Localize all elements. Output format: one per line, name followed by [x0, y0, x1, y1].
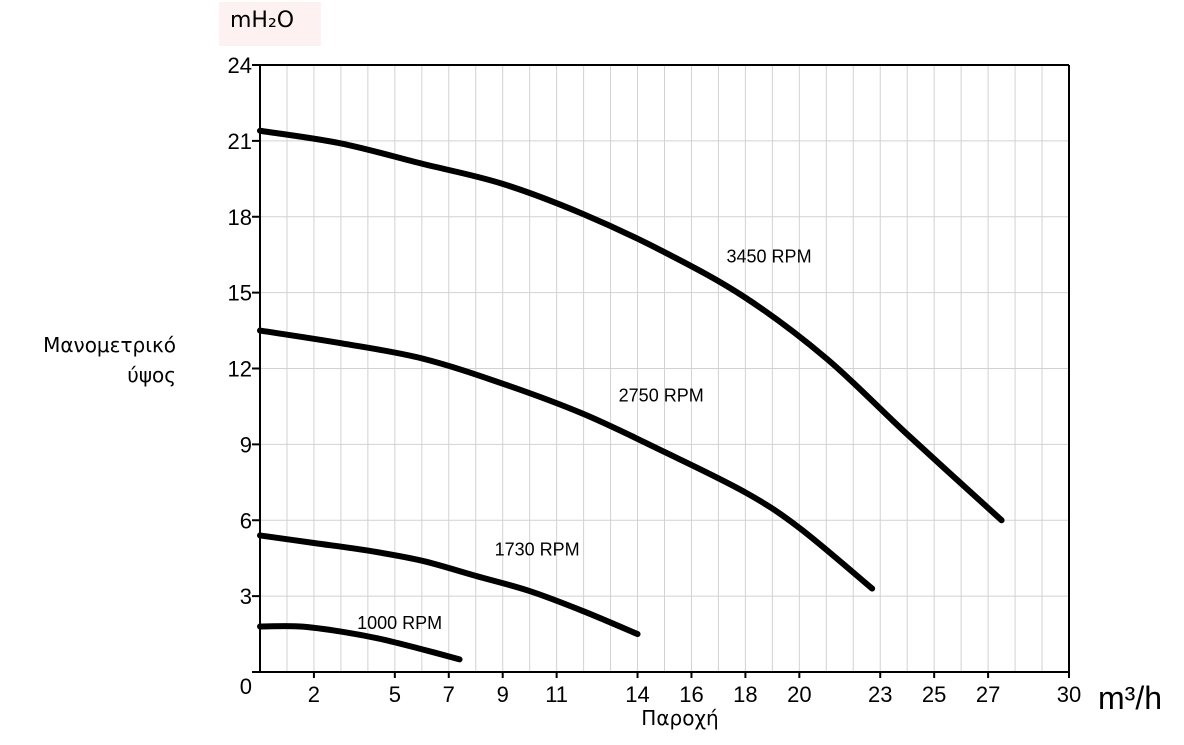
y-axis-label: Μανομετρικό ύψος [8, 330, 176, 390]
y-tick-label: 0 [240, 674, 252, 699]
series-label-2750-rpm: 2750 RPM [619, 385, 704, 405]
x-tick-label: 23 [868, 682, 892, 707]
y-tick-label: 21 [228, 129, 252, 154]
x-axis-label: Παροχή [641, 706, 719, 730]
x-tick-label: 14 [625, 682, 649, 707]
x-tick-label: 30 [1057, 682, 1081, 707]
x-tick-label: 11 [545, 682, 568, 707]
x-tick-label: 18 [733, 682, 757, 707]
y-tick-label: 15 [228, 281, 252, 306]
x-tick-label: 9 [497, 682, 509, 707]
y-tick-label: 18 [228, 205, 252, 230]
x-axis-unit: m³/h [1098, 680, 1162, 716]
x-tick-label: 2 [308, 682, 320, 707]
x-tick-label: 25 [922, 682, 946, 707]
y-axis-unit: mH₂O [230, 8, 295, 33]
x-tick-label: 20 [787, 682, 811, 707]
y-tick-label: 3 [240, 584, 252, 609]
x-tick-label: 16 [679, 682, 703, 707]
series-line-2750-rpm [257, 327, 876, 592]
y-unit-background [219, 2, 321, 46]
x-tick-label: 7 [443, 682, 455, 707]
series-label-1730-rpm: 1730 RPM [495, 540, 580, 560]
y-axis-label-line1: Μανομετρικό [43, 333, 176, 357]
series-line-1000-rpm [257, 623, 463, 663]
x-tick-label: 5 [389, 682, 401, 707]
series-line-1730-rpm [257, 532, 641, 638]
series-line-3450-rpm [257, 127, 1005, 524]
y-tick-label: 24 [228, 53, 252, 78]
y-tick-label: 6 [240, 508, 252, 533]
x-tick-label: 27 [976, 682, 1000, 707]
y-axis-label-line2: ύψος [127, 363, 176, 387]
y-tick-label: 9 [240, 432, 252, 457]
series-label-1000-rpm: 1000 RPM [357, 613, 442, 633]
series-label-3450-rpm: 3450 RPM [727, 246, 812, 266]
y-tick-label: 12 [228, 357, 252, 382]
